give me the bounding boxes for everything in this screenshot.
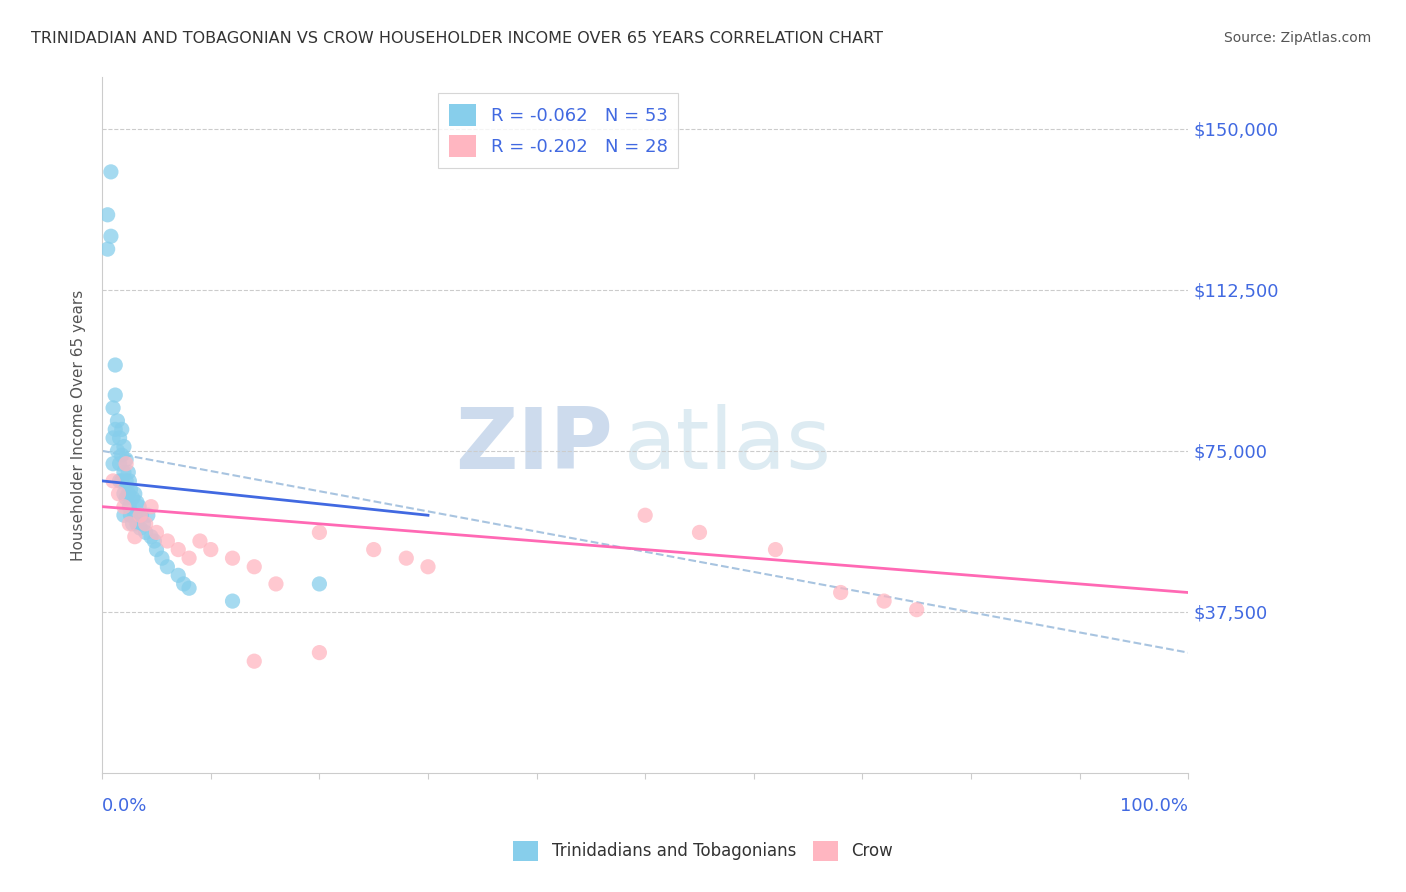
- Point: [129, 521, 152, 535]
- Point: [112, 500, 135, 514]
- Text: atlas: atlas: [623, 404, 831, 487]
- Point: [150, 551, 173, 566]
- Point: [101, 474, 124, 488]
- Point: [156, 534, 179, 549]
- Point: [136, 508, 159, 523]
- Point: [139, 500, 162, 514]
- Point: [117, 466, 139, 480]
- Point: [100, 229, 122, 244]
- Point: [264, 577, 287, 591]
- Point: [112, 440, 135, 454]
- Point: [115, 491, 138, 505]
- Point: [97, 208, 120, 222]
- Point: [634, 508, 657, 523]
- Point: [120, 508, 142, 523]
- Point: [905, 602, 928, 616]
- Point: [108, 431, 131, 445]
- Point: [830, 585, 852, 599]
- Point: [308, 577, 330, 591]
- Point: [115, 474, 138, 488]
- Point: [108, 457, 131, 471]
- Point: [104, 422, 127, 436]
- Point: [221, 551, 243, 566]
- Point: [167, 542, 190, 557]
- Point: [128, 500, 150, 514]
- Point: [112, 466, 135, 480]
- Point: [104, 358, 127, 372]
- Point: [125, 516, 148, 531]
- Point: [111, 474, 134, 488]
- Point: [115, 452, 138, 467]
- Point: [243, 559, 266, 574]
- Text: Source: ZipAtlas.com: Source: ZipAtlas.com: [1223, 31, 1371, 45]
- Point: [145, 525, 167, 540]
- Point: [101, 457, 124, 471]
- Point: [167, 568, 190, 582]
- Point: [107, 443, 129, 458]
- Point: [873, 594, 896, 608]
- Point: [308, 525, 330, 540]
- Text: ZIP: ZIP: [456, 404, 613, 487]
- Point: [112, 508, 135, 523]
- Legend: R = -0.062   N = 53, R = -0.202   N = 28: R = -0.062 N = 53, R = -0.202 N = 28: [439, 94, 678, 169]
- Point: [101, 401, 124, 415]
- Point: [765, 542, 787, 557]
- Point: [145, 542, 167, 557]
- Point: [118, 516, 141, 531]
- Point: [125, 495, 148, 509]
- Point: [101, 431, 124, 445]
- Point: [112, 487, 135, 501]
- Point: [111, 422, 134, 436]
- Point: [363, 542, 385, 557]
- Point: [177, 551, 200, 566]
- Text: TRINIDADIAN AND TOBAGONIAN VS CROW HOUSEHOLDER INCOME OVER 65 YEARS CORRELATION : TRINIDADIAN AND TOBAGONIAN VS CROW HOUSE…: [31, 31, 883, 46]
- Point: [118, 500, 141, 514]
- Point: [132, 516, 155, 531]
- Point: [107, 487, 129, 501]
- Text: 100.0%: 100.0%: [1121, 797, 1188, 815]
- Point: [688, 525, 710, 540]
- Point: [118, 474, 141, 488]
- Point: [221, 594, 243, 608]
- Point: [120, 483, 142, 497]
- Point: [117, 487, 139, 501]
- Point: [121, 516, 143, 531]
- Point: [97, 242, 120, 256]
- Point: [139, 530, 162, 544]
- Point: [243, 654, 266, 668]
- Text: 0.0%: 0.0%: [103, 797, 148, 815]
- Point: [131, 508, 153, 523]
- Point: [108, 474, 131, 488]
- Point: [177, 581, 200, 595]
- Point: [156, 559, 179, 574]
- Point: [115, 457, 138, 471]
- Point: [188, 534, 211, 549]
- Point: [124, 530, 146, 544]
- Point: [173, 577, 195, 591]
- Point: [104, 388, 127, 402]
- Legend: Trinidadians and Tobagonians, Crow: Trinidadians and Tobagonians, Crow: [506, 834, 900, 868]
- Point: [395, 551, 418, 566]
- Point: [124, 508, 146, 523]
- Point: [135, 525, 157, 540]
- Point: [100, 165, 122, 179]
- Point: [124, 487, 146, 501]
- Point: [143, 534, 166, 549]
- Point: [135, 516, 157, 531]
- Point: [129, 508, 152, 523]
- Point: [121, 491, 143, 505]
- Point: [308, 646, 330, 660]
- Point: [416, 559, 439, 574]
- Point: [107, 414, 129, 428]
- Point: [200, 542, 222, 557]
- Point: [111, 448, 134, 462]
- Y-axis label: Householder Income Over 65 years: Householder Income Over 65 years: [72, 290, 86, 561]
